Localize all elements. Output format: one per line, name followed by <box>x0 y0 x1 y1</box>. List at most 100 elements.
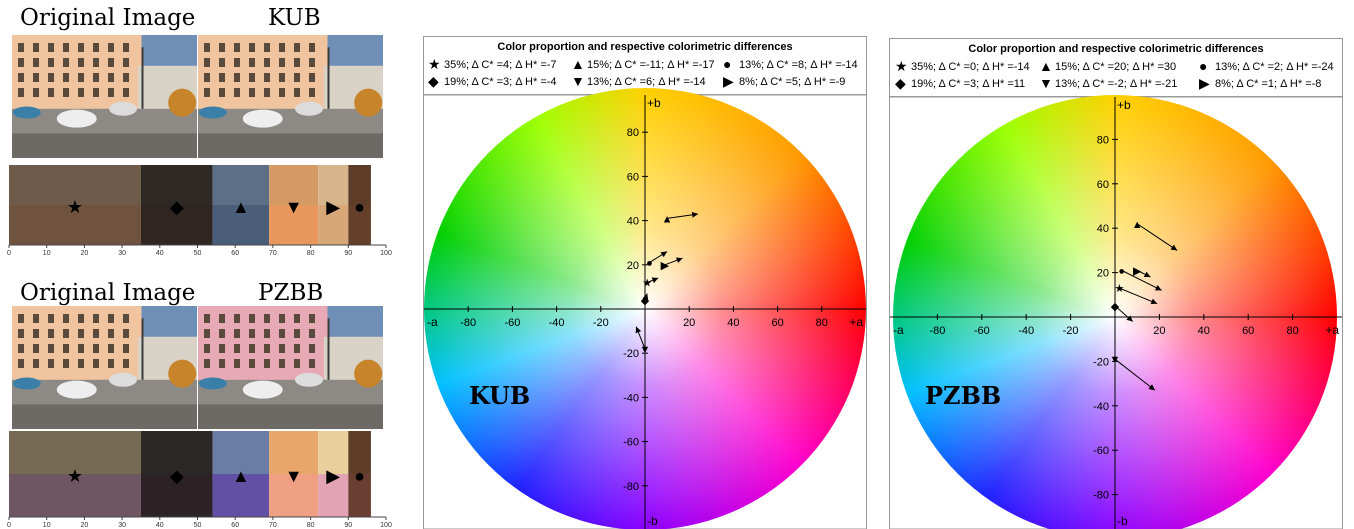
swatch-top <box>348 431 371 474</box>
axis-label-pos-a: +a <box>1325 323 1339 337</box>
axis-tick-label: 90 <box>344 250 352 257</box>
point-triangle-down: ▼ <box>1110 354 1121 366</box>
b-tick-label: 40 <box>1097 223 1109 235</box>
palette-symbol: ▲ <box>232 466 250 486</box>
swatch-bottom <box>140 474 213 517</box>
a-tick-label: 80 <box>816 317 828 329</box>
swatch-top <box>348 165 371 205</box>
swatch-bottom <box>269 205 319 245</box>
axis-tick-label: 70 <box>269 250 277 257</box>
palette-symbol: ◆ <box>170 197 184 217</box>
swatch-top <box>318 165 349 205</box>
palette-pzbb: ★ ◆ ▲ ▼ ▶ ● <box>9 431 386 517</box>
palette-symbol: ★ <box>67 197 83 217</box>
point-diamond: ◆ <box>641 295 650 307</box>
kub-color-wheel-chart: Color proportion and respective colorime… <box>423 36 867 529</box>
b-tick-label: 80 <box>1097 134 1109 146</box>
palette-symbol: ● <box>354 197 365 217</box>
point-star: ★ <box>1115 283 1125 295</box>
shift-arrow <box>647 277 659 284</box>
legend-marker: ▶ <box>723 73 734 89</box>
point-circle: ● <box>646 258 653 270</box>
point-triangle-right: ▶ <box>1133 265 1142 277</box>
palette-axis-1: 0 10 20 30 40 50 60 70 80 90 100 <box>7 244 392 257</box>
axis-label-pos-b: +b <box>647 96 661 110</box>
swatch-bottom <box>212 474 270 517</box>
a-tick-label: -80 <box>929 325 945 337</box>
axis-tick-label: 60 <box>231 250 239 257</box>
axis-tick-label: 70 <box>269 522 277 529</box>
chart-title: Color proportion and respective colorime… <box>497 41 792 53</box>
legend-entry: 19%; Δ C* =3; Δ H* =-4 <box>444 76 557 88</box>
chart-title: Color proportion and respective colorime… <box>968 43 1263 55</box>
original-image-label-2: Original Image <box>20 280 196 306</box>
axis-tick-label: 100 <box>380 522 392 529</box>
legend-entry: 13%; Δ C* =8; Δ H* =-14 <box>739 59 858 71</box>
shift-arrow <box>664 257 683 266</box>
legend-entry: 15%; Δ C* =20; Δ H* =30 <box>1055 61 1176 73</box>
swatch-bottom <box>269 474 319 517</box>
shift-arrow <box>1114 358 1156 391</box>
a-tick-label: 60 <box>771 317 783 329</box>
street-scene-4 <box>198 306 383 429</box>
axis-tick-label: 60 <box>231 522 239 529</box>
point-diamond: ◆ <box>1111 301 1120 313</box>
point-circle: ● <box>1118 265 1125 277</box>
legend-entry: 13%; Δ C* =-2; Δ H* =-21 <box>1055 78 1177 90</box>
shift-arrow <box>667 211 699 219</box>
swatch-bottom <box>348 205 371 245</box>
palette-swatches-2: ★ ◆ ▲ ▼ ▶ ● <box>9 431 371 517</box>
legend-entry: 35%; Δ C* =4; Δ H* =-7 <box>444 59 557 71</box>
method-watermark: PZBB <box>925 381 1001 410</box>
legend-box <box>423 36 867 95</box>
legend-entry: 8%; Δ C* =5; Δ H* =-9 <box>739 76 845 88</box>
legend-marker: ◆ <box>428 73 439 89</box>
point-star: ★ <box>642 277 652 289</box>
palette-symbol: ▼ <box>285 466 303 486</box>
b-tick-label: -40 <box>623 392 639 404</box>
point-triangle-right: ▶ <box>661 260 670 272</box>
b-tick-label: -80 <box>623 481 639 493</box>
a-tick-label: -20 <box>593 317 609 329</box>
palette-symbol: ● <box>354 466 365 486</box>
a-tick-label: -40 <box>1018 325 1034 337</box>
b-tick-label: 40 <box>627 216 639 228</box>
shift-arrow <box>649 251 668 264</box>
b-tick-label: 20 <box>1097 268 1109 280</box>
axis-tick-label: 30 <box>118 522 126 529</box>
b-tick-label: 60 <box>627 171 639 183</box>
method-label-pzbb: PZBB <box>258 280 324 306</box>
swatch-bottom <box>348 474 371 517</box>
swatch-top <box>140 431 213 474</box>
swatch-top <box>9 165 141 205</box>
point-triangle-up: ▲ <box>1132 219 1143 231</box>
original-image-label-1: Original Image <box>20 5 196 31</box>
a-tick-label: -60 <box>504 317 520 329</box>
axis-tick-label: 30 <box>118 250 126 257</box>
axis-tick-label: 10 <box>43 250 51 257</box>
axis-tick-label: 0 <box>7 522 11 529</box>
axis-label-pos-b: +b <box>1117 98 1131 112</box>
point-triangle-up: ▲ <box>662 213 673 225</box>
legend-marker: ◆ <box>895 75 906 91</box>
street-scene-3 <box>12 306 197 429</box>
b-tick-label: 60 <box>1097 179 1109 191</box>
legend-entry: 35%; Δ C* =0; Δ H* =-14 <box>911 61 1030 73</box>
axis-tick-label: 100 <box>380 250 392 257</box>
pzbb-color-wheel-chart: Color proportion and respective colorime… <box>889 38 1343 529</box>
a-tick-label: 20 <box>683 317 695 329</box>
axis-tick-label: 90 <box>344 522 352 529</box>
shift-arrow <box>642 293 649 301</box>
palette-symbol: ▶ <box>326 197 340 217</box>
axis-tick-label: 50 <box>194 522 202 529</box>
swatch-bottom <box>9 474 141 517</box>
b-tick-label: -60 <box>1093 445 1109 457</box>
b-tick-label: -40 <box>1093 401 1109 413</box>
palette-symbol: ◆ <box>170 466 184 486</box>
axis-label-pos-a: +a <box>849 315 863 329</box>
street-scene-1 <box>12 35 197 158</box>
legend-marker: ▶ <box>1199 75 1210 91</box>
swatch-top <box>212 165 270 205</box>
swatch-top <box>9 431 141 474</box>
original-photo-1 <box>12 35 197 158</box>
